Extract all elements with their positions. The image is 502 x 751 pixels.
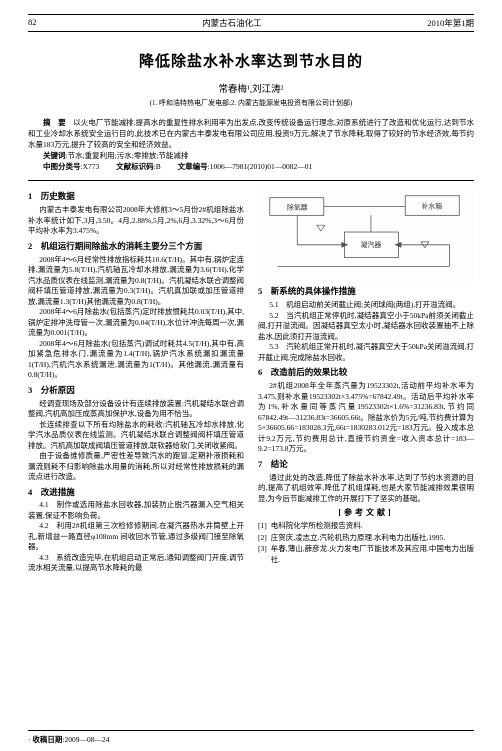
s4-2: 4.2 利用2#机组第三次检修修期间,在凝汽器热水井筒壁上开孔,新增益一路直径φ… — [28, 521, 244, 553]
authors: 常春梅¹,刘江涛² — [28, 81, 474, 95]
sec-5: 5 新系统的具体操作措施 — [258, 286, 474, 298]
keywords-text: 节水;重复利用;污水;零排放;节能减排 — [68, 151, 189, 160]
s4-3: 4.3 系统改造完毕,在机组启动正常后,通知调整阀门开度,调节流水相关流量,以提… — [28, 553, 244, 574]
article-title: 降低除盐水补水率达到节水目的 — [28, 50, 474, 71]
body-columns: 1 历史数据 内蒙古丰泰发电有限公司2008年大修前3～5月份2#机组除盐水补水… — [28, 187, 474, 574]
p7a: 通过此处的改造,降低了除盐水补水率,达到了节约水资源的目的,提高了机组效率,降低… — [258, 473, 474, 505]
svg-text:补水箱: 补水箱 — [421, 202, 442, 211]
ref-text-1: 电科院化学所检测报告资料. — [271, 521, 363, 532]
sec-1: 1 历史数据 — [28, 191, 244, 203]
recv-date-label-text: 收稿日期 — [32, 735, 62, 744]
ref-text-2: 庄贺庆,凌志立.汽轮机热力原理.水利电力出版社,1995. — [271, 533, 445, 544]
ref-1: [1] 电科院化学所检测报告资料. — [258, 521, 474, 532]
doc-val: B — [156, 162, 161, 171]
sec-7: 7 结论 — [258, 459, 474, 471]
s4-1: 4.1 制作或选用除盐水回收器,加装防止脱汽器漏入空气相关装置,保证不影响负荷。 — [28, 500, 244, 521]
page-number: 82 — [28, 17, 37, 29]
title-block: 降低除盐水补水率达到节水目的 常春梅¹,刘江涛² (1. 呼和浩特热电厂发电部;… — [28, 50, 474, 108]
p3b: 长连续排查以下所有均除盐水的耗收:汽机轴瓦冷却水排放,化学汽水品质仪表在线监测。… — [28, 420, 244, 452]
ref-3: [3] 牟春,薄山,薛彦龙.火力发电厂节能技术及其应用.中国电力出版社. — [258, 544, 474, 565]
system-diagram: 除氧器 补水箱 凝汽器 — [258, 187, 474, 282]
doc-label: 文献标识码 — [116, 162, 154, 171]
abstract-text: 以火电厂节能减排,提高水的重复性排水利用率为出发点,改变传统设备运行理念,对原系… — [28, 118, 474, 149]
left-column: 1 历史数据 内蒙古丰泰发电有限公司2008年大修前3～5月份2#机组除盐水补水… — [28, 187, 244, 574]
issue-info: 2010年第1期 — [427, 17, 474, 29]
sec-2: 2 机组运行期间除盐水的消耗主要分三个方面 — [28, 241, 244, 253]
references-title: [参考文献] — [258, 507, 474, 518]
sec-3: 3 分析原因 — [28, 385, 244, 397]
p5-2: 5.2 当汽机组正常停机时,凝结器真空小于50kPa前须关闭截止阀,打开溢流阀。… — [258, 311, 474, 343]
sec-6: 6 改造前后的效果比较 — [258, 367, 474, 379]
cls-val: X773 — [83, 162, 100, 171]
page-header: 82 内蒙古石油化工 2010年第1期 — [28, 14, 474, 32]
recv-date: 2009—08—24 — [64, 735, 109, 744]
ref-num-3: [3] — [258, 544, 267, 565]
keywords-label: 关键词 — [43, 151, 66, 160]
cls-label: 中图分类号 — [43, 162, 81, 171]
p2c: 2008年4～6月除盐水(包括蒸汽)调试时耗共4.5(T/H),其中有,高加紧急… — [28, 339, 244, 381]
artno-label: 文章编号 — [178, 162, 208, 171]
sec-4: 4 改进措施 — [28, 487, 244, 499]
abstract-block: 摘 要 以火电厂节能减排,提高水的重复性排水利用率为出发点,改变传统设备运行理念… — [28, 118, 474, 172]
svg-text:凝汽器: 凝汽器 — [361, 240, 382, 249]
p5-3: 5.3 汽轮机组正常开机时,凝汽器真空大于50kPa关闭溢流阀,打开截止阀,完成… — [258, 342, 474, 363]
p1a: 内蒙古丰泰发电有限公司2008年大修前3～5月份2#机组除盐水补水率统计如下,3… — [28, 205, 244, 237]
p5-1: 5.1 机组启动前关闭截止阀;关闭球阀(两组),打开溢流阀。 — [258, 300, 474, 311]
p2b: 2008年4～6月除盐水(包括蒸汽)定时排放惯耗共0.03(T/H),其中,锅炉… — [28, 307, 244, 339]
p3c: 由于设备维修质量,严密性差导致汽水的跑冒,定期补液损耗和漏流则耗不归影响除盐水用… — [28, 451, 244, 483]
ref-num-1: [1] — [258, 521, 267, 532]
p2a: 2008年4～6月经常性排放指标耗共10.6(T/H)。其中有,锅炉定连排,漏流… — [28, 255, 244, 308]
affiliation: (1. 呼和浩特热电厂发电部;2. 内蒙古能源发电投资有限公司计划部) — [28, 98, 474, 108]
ref-text-3: 牟春,薄山,薛彦龙.火力发电厂节能技术及其应用.中国电力出版社. — [271, 544, 474, 565]
p3a: 经调查现场及部分设备设计有连续排放装置:汽机凝结水联合调整阀,汽机高加压成蒸高加… — [28, 399, 244, 420]
footer: · 收稿日期:2009—08—24 — [28, 730, 474, 745]
divider — [28, 180, 474, 181]
right-column: 除氧器 补水箱 凝汽器 5 新系统的具体操作措施 5.1 机组启动前关闭截止阀;… — [258, 187, 474, 574]
abstract-label: 摘 要 — [43, 118, 66, 127]
p6a: 2#机组2008年全年蒸汽量为19523302t,活动前平均补水率为3.475,… — [258, 381, 474, 455]
ref-num-2: [2] — [258, 533, 267, 544]
svg-text:除氧器: 除氧器 — [287, 203, 308, 212]
journal-name: 内蒙古石油化工 — [202, 17, 262, 29]
artno-val: 1006—7981(2010)01—0082—01 — [210, 162, 313, 171]
ref-2: [2] 庄贺庆,凌志立.汽轮机热力原理.水利电力出版社,1995. — [258, 533, 474, 544]
